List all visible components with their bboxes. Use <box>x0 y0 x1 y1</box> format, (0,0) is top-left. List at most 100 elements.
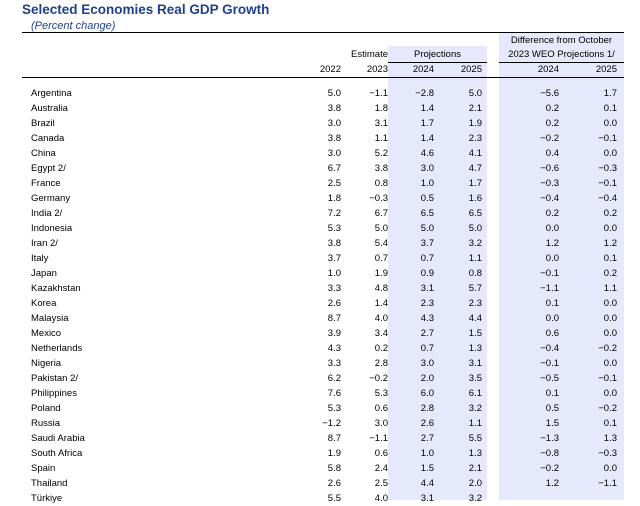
header-mid-rule-left <box>388 62 487 63</box>
diff-2025: −0.3 <box>598 163 617 174</box>
value-2022: 5.5 <box>327 493 341 504</box>
table-row: Indonesia 5.3 5.0 5.0 5.0 0.0 0.0 <box>0 221 640 236</box>
table-row: Argentina 5.0 −1.1 −2.8 5.0 −5.6 1.7 <box>0 86 640 101</box>
value-2025-proj: 4.1 <box>468 148 482 159</box>
value-2024-proj: 6.0 <box>420 388 434 399</box>
table-row: Pakistan 2/6.2 −0.2 2.0 3.5 −0.5 −0.1 <box>0 371 640 386</box>
value-2024-proj: 0.7 <box>420 253 434 264</box>
header-bottom-rule <box>22 77 624 78</box>
country-name: Italy <box>31 253 49 264</box>
value-2025-proj: 2.3 <box>468 133 482 144</box>
year-header-2022: 2022 <box>319 64 341 75</box>
value-2022: 3.8 <box>327 103 341 114</box>
country-name: Japan <box>31 268 57 279</box>
country-name: Malaysia <box>31 313 69 324</box>
value-2023: 5.4 <box>374 238 388 249</box>
value-2025-proj: 5.0 <box>468 88 482 99</box>
value-2022: 7.2 <box>327 208 341 219</box>
value-2023: 1.4 <box>374 298 388 309</box>
value-2024-proj: 0.5 <box>420 193 434 204</box>
value-2025-proj: 6.5 <box>468 208 482 219</box>
value-2025-proj: 1.1 <box>468 253 482 264</box>
value-2022: 1.8 <box>327 193 341 204</box>
diff-2025: −1.1 <box>598 478 617 489</box>
value-2023: 4.0 <box>374 313 388 324</box>
value-2022: 3.3 <box>327 283 341 294</box>
table-title: Selected Economies Real GDP Growth <box>22 2 270 17</box>
diff-2024: −5.6 <box>540 88 559 99</box>
country-name: Netherlands <box>31 343 83 354</box>
value-2022: 2.5 <box>327 178 341 189</box>
value-2024-proj: −2.8 <box>415 88 434 99</box>
table-row: Netherlands 4.3 0.2 0.7 1.3 −0.4 −0.2 <box>0 341 640 356</box>
year-header-2024-proj: 2024 <box>412 64 434 75</box>
diff-2025: −0.1 <box>598 373 617 384</box>
value-2023: 0.2 <box>374 343 388 354</box>
value-2025-proj: 3.2 <box>468 493 482 504</box>
value-2022: 8.7 <box>327 313 341 324</box>
table-row: South Africa 1.9 0.6 1.0 1.3 −0.8 −0.3 <box>0 446 640 461</box>
table-row: India 2/7.2 6.7 6.5 6.5 0.2 0.2 <box>0 206 640 221</box>
value-2024-proj: 3.0 <box>420 358 434 369</box>
diff-2024: −0.4 <box>540 343 559 354</box>
year-header-2025-diff: 2025 <box>595 64 617 75</box>
value-2023: 4.0 <box>374 493 388 504</box>
value-2024-proj: 2.0 <box>420 373 434 384</box>
value-2022: 7.6 <box>327 388 341 399</box>
diff-2024: 0.1 <box>545 298 559 309</box>
diff-2025: −0.4 <box>598 193 617 204</box>
value-2023: 1.1 <box>374 133 388 144</box>
country-name: China <box>31 148 56 159</box>
table-row: Brazil 3.0 3.1 1.7 1.9 0.2 0.0 <box>0 116 640 131</box>
diff-2024: 1.2 <box>545 238 559 249</box>
diff-2024: −0.1 <box>540 268 559 279</box>
value-2023: 3.8 <box>374 163 388 174</box>
value-2024-proj: 2.8 <box>420 403 434 414</box>
table-row: Thailand 2.6 2.5 4.4 2.0 1.2 −1.1 <box>0 476 640 491</box>
value-2023: 5.3 <box>374 388 388 399</box>
table-row: Egypt 2/6.7 3.8 3.0 4.7 −0.6 −0.3 <box>0 161 640 176</box>
diff-2024: −0.6 <box>540 163 559 174</box>
value-2022: 3.0 <box>327 118 341 129</box>
value-2022: 6.7 <box>327 163 341 174</box>
value-2023: 3.0 <box>374 418 388 429</box>
diff-2025: 0.2 <box>603 208 617 219</box>
value-2024-proj: 1.4 <box>420 103 434 114</box>
value-2023: 1.9 <box>374 268 388 279</box>
value-2025-proj: 2.1 <box>468 103 482 114</box>
country-name: France <box>31 178 61 189</box>
diff-2024: 0.6 <box>545 328 559 339</box>
value-2024-proj: 5.0 <box>420 223 434 234</box>
value-2023: 5.2 <box>374 148 388 159</box>
table-subtitle: (Percent change) <box>31 20 116 32</box>
value-2023: −1.1 <box>369 433 388 444</box>
diff-2024: 0.2 <box>545 118 559 129</box>
diff-2024: 0.2 <box>545 208 559 219</box>
value-2024-proj: 1.0 <box>420 178 434 189</box>
table-row: Spain 5.8 2.4 1.5 2.1 −0.2 0.0 <box>0 461 640 476</box>
diff-2024: −0.8 <box>540 448 559 459</box>
diff-2024: −0.1 <box>540 358 559 369</box>
value-2024-proj: 6.5 <box>420 208 434 219</box>
country-name: Mexico <box>31 328 62 339</box>
table-row: China 3.0 5.2 4.6 4.1 0.4 0.0 <box>0 146 640 161</box>
value-2022: 8.7 <box>327 433 341 444</box>
table-row: Malaysia 8.7 4.0 4.3 4.4 0.0 0.0 <box>0 311 640 326</box>
value-2025-proj: 6.1 <box>468 388 482 399</box>
value-2024-proj: 3.1 <box>420 493 434 504</box>
value-2022: −1.2 <box>322 418 341 429</box>
value-2022: 5.3 <box>327 403 341 414</box>
country-name: Australia <box>31 103 68 114</box>
value-2022: 2.6 <box>327 478 341 489</box>
table-row: Germany 1.8 −0.3 0.5 1.6 −0.4 −0.4 <box>0 191 640 206</box>
table-row: Japan 1.0 1.9 0.9 0.8 −0.1 0.2 <box>0 266 640 281</box>
value-2022: 6.2 <box>327 373 341 384</box>
diff-2025: −0.1 <box>598 178 617 189</box>
table-row: Saudi Arabia 8.7 −1.1 2.7 5.5 −1.3 1.3 <box>0 431 640 446</box>
value-2025-proj: 1.9 <box>468 118 482 129</box>
diff-2024: 1.2 <box>545 478 559 489</box>
diff-2025: 0.0 <box>603 313 617 324</box>
header-top-rule <box>22 32 624 33</box>
value-2023: 0.6 <box>374 448 388 459</box>
year-header-2024-diff: 2024 <box>537 64 559 75</box>
